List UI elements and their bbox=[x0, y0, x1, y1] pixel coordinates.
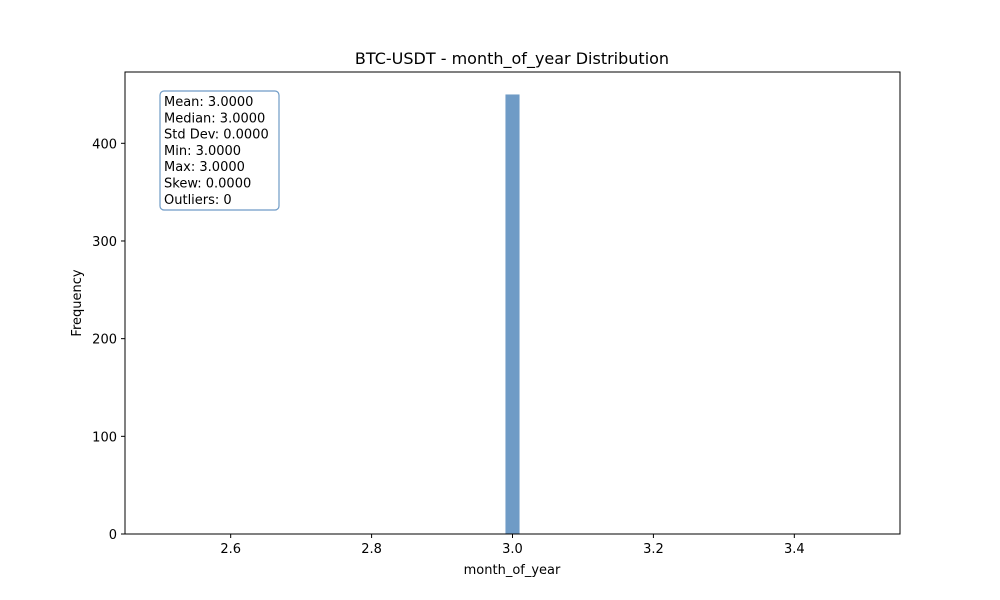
x-axis: 2.6 2.8 3.0 3.2 3.4 bbox=[220, 534, 805, 557]
x-tick-label: 3.4 bbox=[784, 542, 805, 557]
y-tick-label: 0 bbox=[109, 528, 117, 543]
chart-title: BTC-USDT - month_of_year Distribution bbox=[355, 49, 669, 69]
stats-line: Mean: 3.0000 bbox=[164, 95, 253, 110]
stats-line: Max: 3.0000 bbox=[164, 160, 245, 175]
stats-box-frame bbox=[159, 90, 280, 211]
stats-line: Std Dev: 0.0000 bbox=[164, 128, 269, 143]
y-tick-label: 200 bbox=[92, 333, 117, 348]
x-axis-label: month_of_year bbox=[464, 563, 561, 578]
y-tick-label: 400 bbox=[92, 137, 117, 152]
stats-line: Outliers: 0 bbox=[164, 193, 232, 208]
x-tick-label: 3.0 bbox=[502, 542, 523, 557]
bars-layer bbox=[505, 94, 520, 534]
stats-line: Min: 3.0000 bbox=[164, 144, 241, 159]
stats-line: Skew: 0.0000 bbox=[164, 177, 251, 192]
y-axis: 0 100 200 300 400 bbox=[92, 137, 125, 543]
y-tick-label: 300 bbox=[92, 235, 117, 250]
x-tick-label: 2.6 bbox=[220, 542, 241, 557]
y-axis-label: Frequency bbox=[70, 269, 85, 336]
histogram-bar bbox=[505, 94, 520, 534]
y-tick-label: 100 bbox=[92, 430, 117, 445]
stats-line: Median: 3.0000 bbox=[164, 111, 265, 126]
x-tick-label: 3.2 bbox=[643, 542, 664, 557]
x-tick-label: 2.8 bbox=[361, 542, 382, 557]
